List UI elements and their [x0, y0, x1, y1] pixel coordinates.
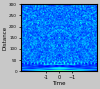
Y-axis label: Distance: Distance	[3, 26, 8, 50]
X-axis label: Time: Time	[52, 81, 66, 86]
